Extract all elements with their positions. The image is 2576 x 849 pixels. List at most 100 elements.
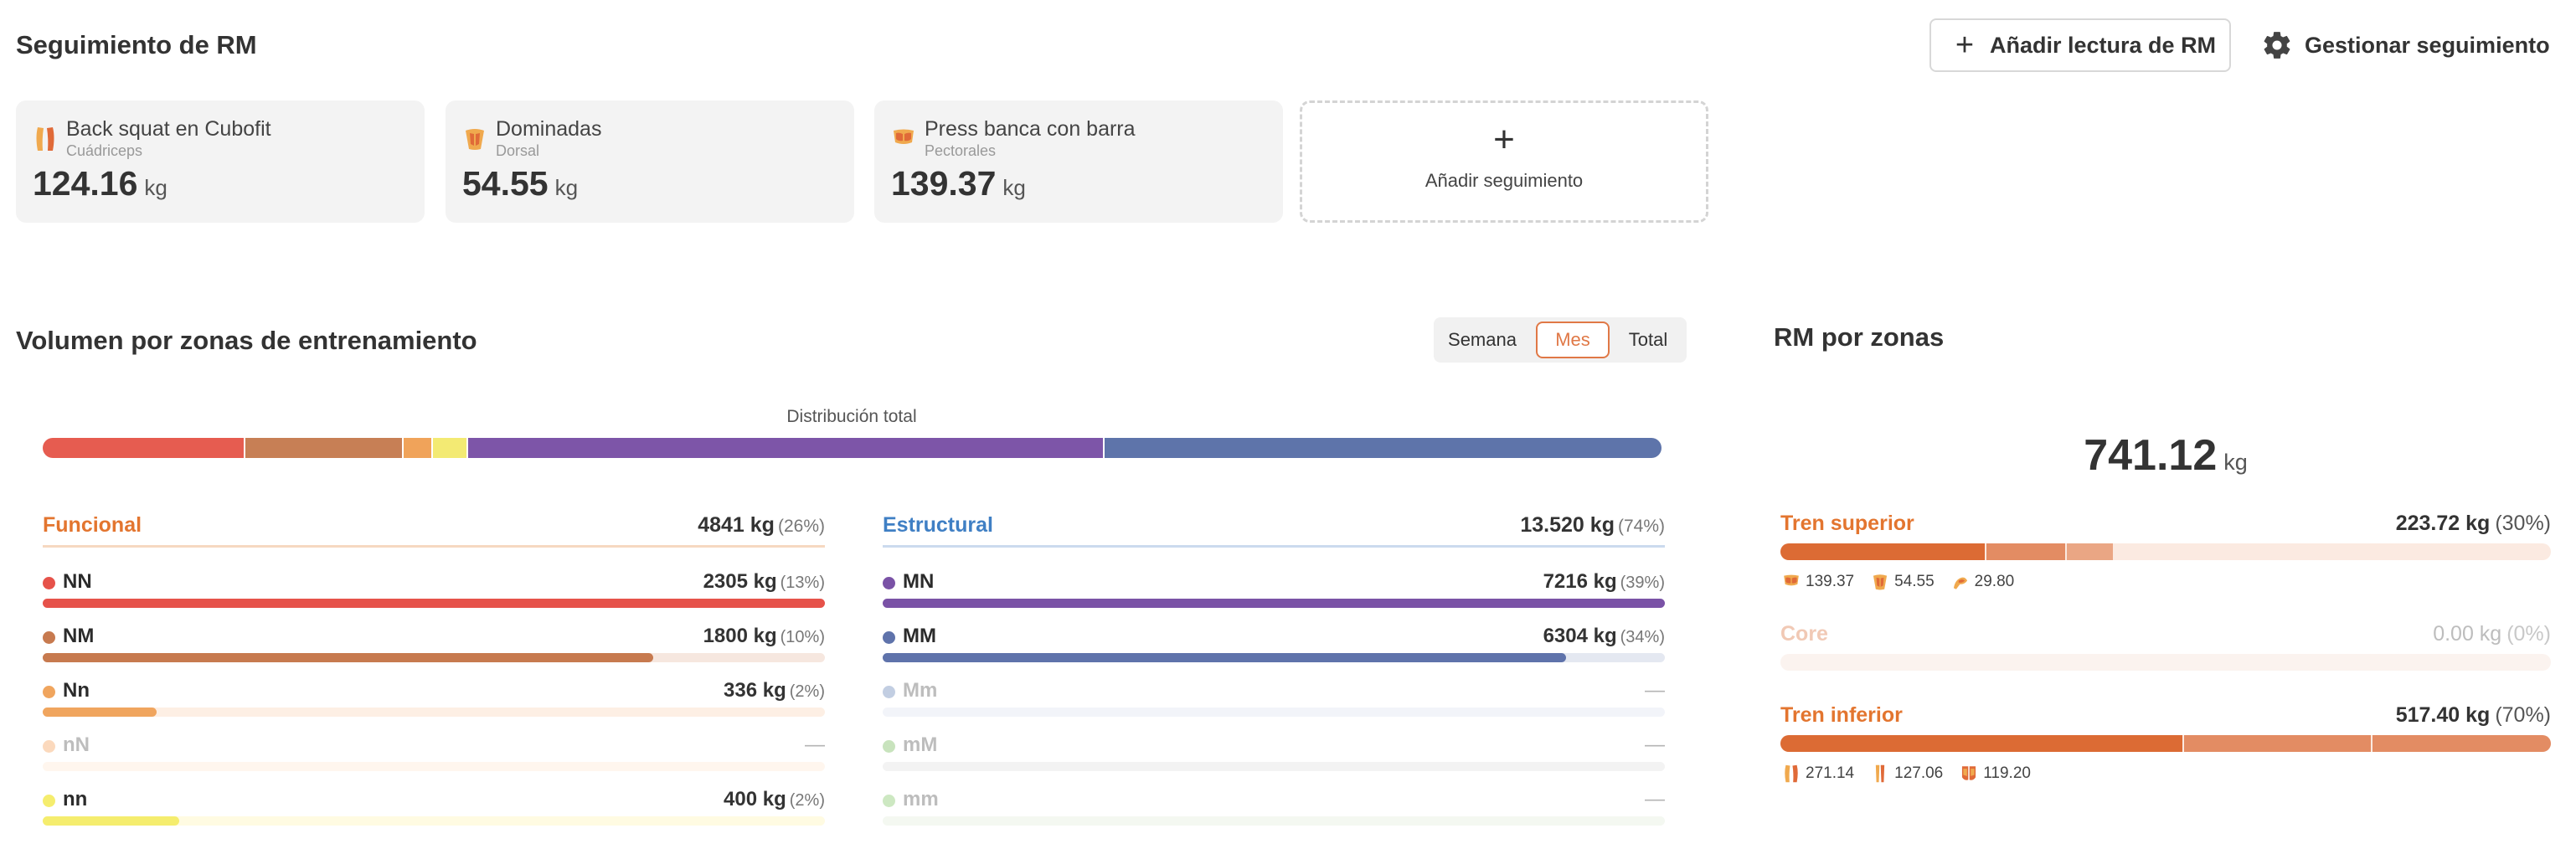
card-muscle-name: Dorsal (496, 142, 540, 159)
volume-row-value: 1800 kg (10%) (703, 625, 825, 648)
rm-zone-pct: (70%) (2495, 703, 2551, 727)
zone-dot-icon (43, 686, 55, 698)
volume-row-label: NN (63, 570, 92, 593)
volume-row-track (43, 599, 825, 608)
rm-zone-segment (1780, 735, 2183, 752)
card-muscle-name: Cuádriceps (66, 142, 143, 159)
rm-zone-chip-value: 54.55 (1894, 573, 1935, 590)
distribution-segment-nn (404, 438, 433, 458)
volume-row-value: — (1645, 788, 1665, 811)
rm-zone-track (1780, 543, 2551, 560)
volume-row-mn: MN 7216 kg (39%) (883, 570, 1665, 620)
volume-row-value: 7216 kg (39%) (1543, 570, 1665, 594)
zone-dot-icon (883, 631, 895, 644)
quadriceps-icon (1785, 764, 1798, 783)
glutes-icon (1962, 766, 1976, 780)
rm-zone-segment (1986, 543, 2065, 560)
add-rm-reading-button[interactable]: + Añadir lectura de RM (1929, 18, 2231, 72)
card-rm-unit: kg (1002, 175, 1026, 200)
rm-card-back-squat[interactable]: Back squat en Cubofit Cuádriceps 124.16 k… (16, 100, 425, 223)
rm-zone-breakdown: 271.14 127.06 119.20 (1782, 764, 2031, 784)
distribution-label: Distribución total (786, 407, 917, 426)
rm-zone-value: 223.72 kg (30%) (2396, 512, 2551, 536)
plus-icon: + (1955, 28, 1975, 63)
rm-zone-segment (2066, 543, 2114, 560)
dorsal-icon (466, 129, 484, 150)
volume-row-value: — (1645, 679, 1665, 702)
volume-row-fill (883, 599, 1665, 608)
group-funcional-value: 4841 kg (698, 513, 775, 537)
volume-row-value: — (805, 733, 825, 757)
card-exercise-name: Back squat en Cubofit (66, 117, 271, 141)
group-estructural-rule (883, 545, 1665, 548)
add-tracking-card[interactable]: + Añadir seguimiento (1300, 100, 1708, 223)
card-rm-unit: kg (144, 175, 167, 200)
volume-row-mm: mm — (883, 788, 1665, 838)
volume-row-track (883, 762, 1665, 771)
rm-zone-chip-value: 127.06 (1894, 764, 1944, 782)
rm-zone-kg: 517.40 kg (2395, 703, 2491, 727)
hamstrings-icon (1875, 764, 1885, 783)
manage-tracking-button[interactable]: Gestionar seguimiento (2261, 18, 2550, 72)
group-estructural-header: Estructural 13.520 kg (74%) (883, 512, 1665, 548)
rm-zone-segment (2184, 735, 2372, 752)
volume-row-label: NM (63, 625, 95, 647)
dorsal-icon (1873, 574, 1888, 590)
card-rm-value: 139.37 (891, 164, 997, 203)
volume-row-track (883, 653, 1665, 662)
volume-row-label: nn (63, 788, 88, 810)
zone-dot-icon (883, 795, 895, 807)
rm-total-unit: kg (2223, 450, 2248, 475)
volume-row-value: 400 kg (2%) (724, 788, 825, 811)
manage-tracking-label: Gestionar seguimiento (2305, 32, 2550, 58)
rm-card-press-banca[interactable]: Press banca con barra Pectorales 139.37 k… (874, 100, 1283, 223)
volume-row-nn: nN — (43, 733, 825, 784)
pectorals-icon (1784, 574, 1799, 586)
distribution-bar (43, 438, 1662, 458)
rm-zone-chip: 139.37 (1782, 572, 1854, 592)
rm-total-value: 741.12 (2084, 431, 2218, 480)
rm-card-dominadas[interactable]: Dominadas Dorsal 54.55 kg (446, 100, 854, 223)
rm-zone-chip: 271.14 (1782, 764, 1854, 784)
rm-zone-breakdown: 139.37 54.55 29.80 (1782, 572, 2014, 592)
rm-zone-chip: 119.20 (1960, 764, 2031, 784)
rm-zone-chip-value: 139.37 (1806, 573, 1855, 590)
volume-row-label: nN (63, 733, 90, 756)
add-rm-reading-label: Añadir lectura de RM (1990, 32, 2217, 58)
volume-row-fill (43, 599, 825, 608)
volume-row-track (883, 816, 1665, 826)
quadriceps-icon (36, 127, 54, 151)
volume-row-label: mM (903, 733, 938, 756)
volume-row-pct: (39%) (1620, 574, 1665, 592)
biceps-icon (1953, 577, 1967, 589)
volume-row-kg: — (1645, 788, 1665, 810)
rm-zone-chip-value: 29.80 (1974, 573, 2015, 590)
zone-dot-icon (43, 577, 55, 589)
card-exercise-name: Press banca con barra (925, 117, 1136, 141)
volume-row-track (883, 599, 1665, 608)
card-rm-unit: kg (554, 175, 579, 200)
volume-row-value: 336 kg (2%) (724, 679, 825, 702)
group-funcional-pct: (26%) (777, 517, 825, 536)
rm-zone-value: 0.00 kg (0%) (2433, 622, 2551, 646)
volume-row-mm: Mm — (883, 679, 1665, 729)
rm-zone-chip: 54.55 (1871, 572, 1935, 592)
rm-zone-pct: (30%) (2495, 512, 2551, 535)
rm-zone-pct: (0%) (2506, 622, 2551, 646)
group-funcional-header: Funcional 4841 kg (26%) (43, 512, 825, 548)
volume-row-fill (43, 653, 653, 662)
pectorals-icon (894, 129, 914, 144)
rm-zone-kg: 223.72 kg (2395, 512, 2491, 535)
volume-row-track (43, 653, 825, 662)
rm-total: 741.12 kg (1780, 430, 2551, 481)
volume-row-nm: NM 1800 kg (10%) (43, 625, 825, 675)
volume-row-kg: 400 kg (724, 788, 786, 810)
volume-row-label: Mm (903, 679, 938, 702)
period-tab-total[interactable]: Total (1628, 329, 1668, 350)
volume-row-label: MN (903, 570, 935, 593)
rm-zone-title: Tren inferior (1780, 703, 1903, 727)
period-tab-week[interactable]: Semana (1448, 329, 1517, 350)
period-tab-month[interactable]: Mes (1536, 322, 1610, 358)
rm-zone-value: 517.40 kg (70%) (2396, 703, 2551, 728)
volume-row-kg: 2305 kg (703, 570, 777, 593)
